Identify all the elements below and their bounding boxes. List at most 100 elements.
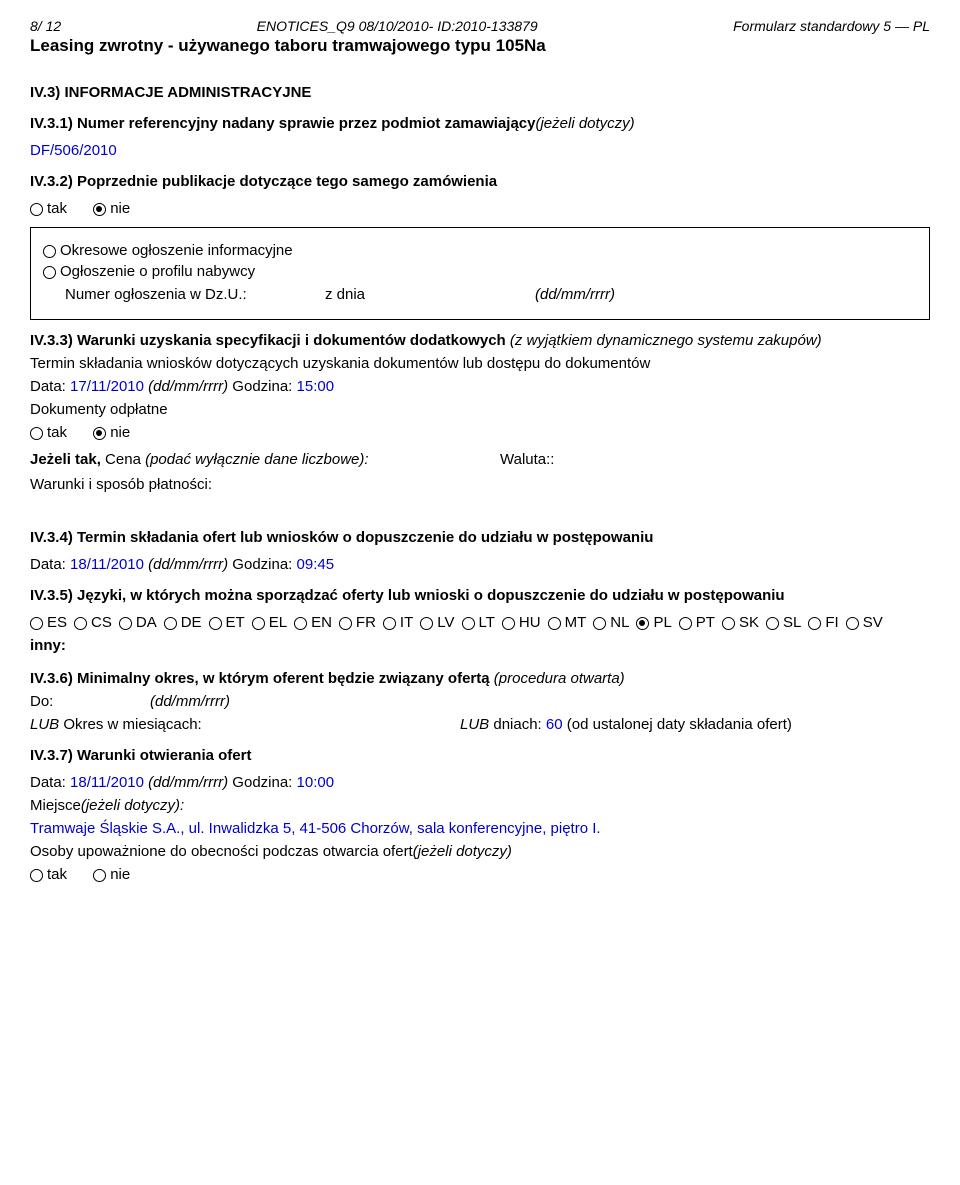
iv36-dni-val: 60 <box>542 716 567 733</box>
radio-icon <box>209 617 222 630</box>
lang-code: EL <box>269 614 287 631</box>
iv34-godz-value: 09:45 <box>292 556 334 573</box>
iv34-data-value: 18/11/2010 <box>66 556 148 573</box>
iv37-data-fmt: (dd/mm/rrrr) <box>148 774 228 791</box>
radio-icon <box>294 617 307 630</box>
iv37-data-value: 18/11/2010 <box>66 774 148 791</box>
lang-option-sk[interactable]: SK <box>722 614 759 631</box>
iv37-yes-no: tak nie <box>30 866 930 883</box>
document-subtitle: Leasing zwrotny - używanego taboru tramw… <box>30 36 930 56</box>
iv33-yes-option[interactable]: tak <box>30 424 67 441</box>
lang-option-el[interactable]: EL <box>252 614 287 631</box>
lang-option-it[interactable]: IT <box>383 614 413 631</box>
iv32-box-row3: Numer ogłoszenia w Dz.U.: z dnia (dd/mm/… <box>43 286 917 303</box>
iv36-fmt: (dd/mm/rrrr) <box>150 693 230 710</box>
iv36-mies: Okres w miesiącach: <box>63 716 201 733</box>
lang-option-es[interactable]: ES <box>30 614 67 631</box>
lang-code: LV <box>437 614 454 631</box>
lang-option-sl[interactable]: SL <box>766 614 801 631</box>
iv33-godz-label: Godzina: <box>228 378 292 395</box>
iv33-data-value: 17/11/2010 <box>66 378 148 395</box>
iv32-box-row1[interactable]: Okresowe ogłoszenie informacyjne <box>43 242 917 259</box>
lang-option-lt[interactable]: LT <box>462 614 495 631</box>
yes-label: tak <box>47 200 67 217</box>
lang-option-mt[interactable]: MT <box>548 614 587 631</box>
radio-icon <box>383 617 396 630</box>
iv32-box-r3a: Numer ogłoszenia w Dz.U.: <box>65 286 325 303</box>
page: 8/ 12 ENOTICES_Q9 08/10/2010- ID:2010-13… <box>0 0 960 1185</box>
iv31-heading: IV.3.1) Numer referencyjny nadany sprawi… <box>30 115 930 132</box>
lang-option-et[interactable]: ET <box>209 614 245 631</box>
lang-code: FR <box>356 614 376 631</box>
iv37-place-value: Tramwaje Śląskie S.A., ul. Inwalidzka 5,… <box>30 820 930 837</box>
iv33-price-a: Jeżeli tak, <box>30 451 105 468</box>
lang-code: MT <box>565 614 587 631</box>
lang-option-hu[interactable]: HU <box>502 614 541 631</box>
radio-icon <box>846 617 859 630</box>
iv33-no-option[interactable]: nie <box>93 424 130 441</box>
page-header: 8/ 12 ENOTICES_Q9 08/10/2010- ID:2010-13… <box>30 18 930 34</box>
lang-option-nl[interactable]: NL <box>593 614 629 631</box>
iv31-value: DF/506/2010 <box>30 142 930 159</box>
radio-icon <box>593 617 606 630</box>
iv32-box-row2[interactable]: Ogłoszenie o profilu nabywcy <box>43 263 917 280</box>
iv36-do-row: Do:(dd/mm/rrrr) <box>30 693 930 710</box>
radio-icon <box>636 617 649 630</box>
radio-icon <box>766 617 779 630</box>
iv37-yes-option[interactable]: tak <box>30 866 67 883</box>
lang-code: NL <box>610 614 629 631</box>
iv33-pay: Warunki i sposób płatności: <box>30 476 930 493</box>
iv33-price-c: (podać wyłącznie dane liczbowe): <box>145 451 368 468</box>
iv36-lub1: LUB <box>30 716 63 733</box>
no-label: nie <box>110 424 130 441</box>
iv37-godz-label: Godzina: <box>228 774 292 791</box>
radio-icon <box>30 427 43 440</box>
iv37-no-option[interactable]: nie <box>93 866 130 883</box>
iv34-data-fmt: (dd/mm/rrrr) <box>148 556 228 573</box>
lang-code: LT <box>479 614 495 631</box>
iv37-date-line: Data: 18/11/2010 (dd/mm/rrrr) Godzina: 1… <box>30 774 930 791</box>
iv33-docs: Dokumenty odpłatne <box>30 401 930 418</box>
lang-option-pl[interactable]: PL <box>636 614 671 631</box>
radio-icon <box>43 245 56 258</box>
lang-option-sv[interactable]: SV <box>846 614 883 631</box>
lang-option-lv[interactable]: LV <box>420 614 454 631</box>
lang-option-pt[interactable]: PT <box>679 614 715 631</box>
lang-option-en[interactable]: EN <box>294 614 332 631</box>
header-right: Formularz standardowy 5 — PL <box>733 18 930 34</box>
radio-icon <box>93 203 106 216</box>
radio-icon <box>30 617 43 630</box>
lang-code: FI <box>825 614 838 631</box>
iv32-box-label1: Okresowe ogłoszenie informacyjne <box>60 242 293 259</box>
iv32-yes-no: tak nie <box>30 200 930 217</box>
yes-label: tak <box>47 866 67 883</box>
iv35-other: inny: <box>30 637 66 654</box>
lang-option-fr[interactable]: FR <box>339 614 376 631</box>
no-label: nie <box>110 200 130 217</box>
iv33-label-note: (z wyjątkiem dynamicznego systemu zakupó… <box>510 332 822 349</box>
iv33-price-row: Jeżeli tak, Cena (podać wyłącznie dane l… <box>30 451 930 468</box>
lang-code: PL <box>653 614 671 631</box>
radio-icon <box>548 617 561 630</box>
lang-code: DE <box>181 614 202 631</box>
iv37-place-label: Miejsce(jeżeli dotyczy): <box>30 797 930 814</box>
lang-code: PT <box>696 614 715 631</box>
iv34-heading: IV.3.4) Termin składania ofert lub wnios… <box>30 529 930 546</box>
lang-option-de[interactable]: DE <box>164 614 202 631</box>
lang-code: SL <box>783 614 801 631</box>
lang-code: ES <box>47 614 67 631</box>
iv34-data-label: Data: <box>30 556 66 573</box>
radio-icon <box>679 617 692 630</box>
iv33-price-left: Jeżeli tak, Cena (podać wyłącznie dane l… <box>30 451 500 468</box>
radio-icon <box>420 617 433 630</box>
iv36-heading: IV.3.6) Minimalny okres, w którym oferen… <box>30 670 930 687</box>
header-center: ENOTICES_Q9 08/10/2010- ID:2010-133879 <box>257 18 538 34</box>
lang-option-fi[interactable]: FI <box>808 614 838 631</box>
iv32-yes-option[interactable]: tak <box>30 200 67 217</box>
lang-code: SV <box>863 614 883 631</box>
iv36-label: IV.3.6) Minimalny okres, w którym oferen… <box>30 670 494 687</box>
lang-option-da[interactable]: DA <box>119 614 157 631</box>
radio-icon <box>74 617 87 630</box>
lang-option-cs[interactable]: CS <box>74 614 112 631</box>
iv32-no-option[interactable]: nie <box>93 200 130 217</box>
